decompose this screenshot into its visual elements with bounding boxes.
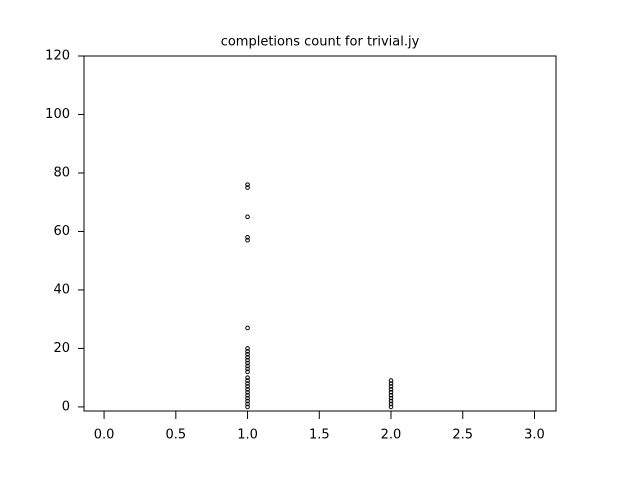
point — [245, 354, 250, 360]
point — [245, 387, 250, 392]
point — [388, 381, 394, 386]
x-tick-label: 1.5 — [309, 428, 330, 443]
point — [245, 351, 250, 357]
point — [245, 357, 250, 363]
x-tick-label: 1.0 — [237, 428, 258, 443]
x-tick-label: 0.0 — [94, 428, 115, 443]
point — [388, 392, 394, 398]
point — [245, 389, 250, 395]
point — [388, 398, 394, 404]
point — [245, 235, 250, 240]
y-tick-label: 120 — [45, 49, 70, 64]
point — [245, 346, 250, 351]
y-tick-label: 0 — [62, 399, 70, 414]
y-tick-label: 60 — [53, 224, 70, 239]
point — [245, 381, 250, 386]
point — [388, 387, 394, 392]
y-tick-label: 80 — [53, 165, 70, 180]
chart-title: completions count for trivial.jy — [221, 35, 420, 50]
y-tick-label: 100 — [45, 107, 70, 122]
point — [245, 214, 250, 220]
point — [388, 378, 394, 383]
x-tick-label: 0.5 — [165, 428, 186, 443]
point — [245, 395, 250, 401]
point — [245, 404, 250, 410]
x-tick-label: 3.0 — [524, 428, 545, 443]
point — [245, 363, 250, 369]
y-tick-label: 40 — [53, 282, 70, 297]
point — [388, 389, 394, 395]
point — [245, 325, 250, 331]
point — [245, 384, 250, 389]
point — [245, 369, 250, 375]
point — [245, 375, 250, 380]
point — [245, 401, 250, 407]
point — [245, 366, 250, 372]
point — [245, 392, 250, 398]
point — [245, 360, 250, 366]
x-tick-label: 2.0 — [381, 428, 402, 443]
plot-frame — [83, 55, 557, 412]
x-tick-label: 2.5 — [452, 428, 473, 443]
point — [245, 398, 250, 404]
point — [245, 237, 250, 243]
point — [245, 349, 250, 354]
point — [245, 378, 250, 383]
point — [245, 182, 250, 187]
point — [245, 185, 250, 190]
point — [388, 384, 394, 389]
point — [388, 401, 394, 407]
point — [388, 404, 394, 410]
y-tick-label: 20 — [53, 341, 70, 356]
point — [388, 395, 394, 401]
